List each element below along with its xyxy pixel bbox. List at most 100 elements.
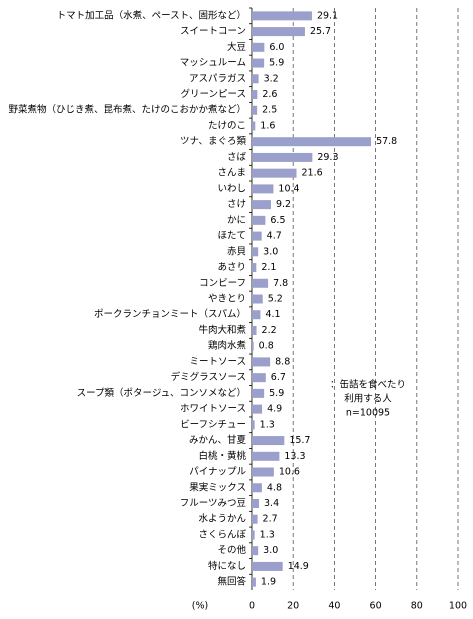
bar: [252, 105, 258, 115]
bar: [252, 200, 271, 210]
value-label: 21.6: [301, 168, 322, 179]
value-label: 2.6: [262, 89, 277, 100]
bar: [252, 436, 285, 446]
y-tick-label: スープ類（ポタージュ、コンソメなど）: [77, 387, 246, 399]
value-label: 7.8: [273, 278, 288, 289]
value-label: 4.1: [265, 309, 280, 320]
y-tick-label: 野菜煮物（ひじき煮、昆布煮、たけのこおかか煮など）: [8, 104, 246, 116]
y-tick-label: ミートソース: [189, 356, 246, 367]
value-label: 5.9: [269, 58, 284, 69]
y-tick-label: マッシュルーム: [180, 58, 246, 69]
value-label: 5.2: [268, 294, 283, 305]
value-label: 57.8: [376, 136, 397, 147]
y-tick-label: その他: [217, 544, 246, 556]
bar: [252, 121, 256, 131]
bar: [252, 263, 257, 273]
y-tick-label: やきとり: [208, 294, 246, 305]
bar: [252, 137, 372, 147]
y-tick-label: みかん、甘夏: [189, 434, 247, 446]
bar: [252, 90, 258, 100]
y-tick-label: トマト加工品（水煮、ペースト、固形など）: [57, 9, 246, 21]
bar: [252, 561, 283, 571]
bar: [252, 467, 274, 477]
value-label: 13.3: [284, 451, 305, 462]
bar: [252, 498, 260, 508]
bar: [252, 11, 312, 21]
y-tick-label: グリーンピース: [180, 88, 246, 100]
x-tick-label: 60: [370, 601, 382, 612]
annotation: n=10095: [346, 408, 390, 419]
y-tick-label: ほたて: [217, 231, 246, 242]
y-tick-label: さくらんぼ: [198, 529, 246, 540]
y-tick-label: いわし: [217, 183, 246, 194]
bar: [252, 27, 305, 37]
bar: [252, 420, 255, 430]
y-tick-label: あさり: [217, 262, 246, 273]
value-label: 14.9: [288, 561, 309, 572]
bar: [252, 530, 255, 540]
value-label: 3.4: [264, 498, 279, 509]
bar: [252, 357, 271, 367]
y-tick-label: さけ: [227, 199, 246, 210]
value-label: 6.7: [271, 372, 286, 383]
bar: [252, 404, 263, 414]
value-label: 2.2: [262, 325, 277, 336]
y-tick-label: 無回答: [217, 576, 246, 588]
y-tick-label: 特になし: [208, 560, 246, 572]
bar: [252, 168, 297, 178]
x-axis-label: (%): [192, 601, 208, 612]
bar: [252, 451, 280, 461]
value-label: 5.9: [269, 388, 284, 399]
y-tick-label: さんま: [217, 168, 246, 179]
y-tick-label: デミグラスソース: [171, 371, 246, 383]
bar: [252, 42, 265, 52]
bar: [252, 577, 256, 587]
value-label: 8.8: [275, 356, 290, 367]
value-label: 3.0: [263, 246, 278, 257]
y-tick-label: ツナ、まぐろ類: [180, 136, 247, 147]
y-tick-label: 水ようかん: [198, 513, 246, 525]
x-tick-label: 0: [249, 601, 255, 612]
value-label: 1.3: [260, 419, 275, 430]
value-label: 29.1: [317, 10, 338, 21]
bar: [252, 278, 269, 288]
bar: [252, 373, 266, 383]
value-label: 2.1: [261, 262, 276, 273]
value-label: 3.2: [264, 73, 279, 84]
bar: [252, 152, 313, 162]
y-tick-label: たけのこ: [208, 120, 246, 131]
y-tick-label: ビーフシチュー: [180, 419, 246, 430]
y-tick-label: 果実ミックス: [189, 481, 246, 493]
value-label: 10.4: [278, 183, 299, 194]
bar: [252, 388, 265, 398]
y-tick-label: かに: [227, 215, 246, 226]
bar: [252, 58, 265, 68]
bar: [252, 483, 262, 493]
value-label: 4.8: [267, 482, 282, 493]
value-label: 0.8: [259, 341, 274, 352]
value-label: 9.2: [276, 199, 291, 210]
annotation: ：缶詰を食べたり: [330, 379, 406, 391]
value-label: 6.0: [269, 42, 284, 53]
y-tick-label: 大豆: [227, 41, 246, 53]
value-label: 10.6: [279, 467, 300, 478]
x-tick-label: 20: [287, 601, 299, 612]
value-label: 1.3: [260, 529, 275, 540]
y-tick-label: フルーツみつ豆: [180, 498, 246, 509]
bar: [252, 247, 259, 257]
bar: [252, 325, 257, 335]
value-label: 25.7: [310, 26, 331, 37]
value-label: 6.5: [270, 215, 285, 226]
bar: [252, 74, 259, 84]
y-tick-label: ホワイトソース: [180, 404, 246, 415]
y-tick-label: 牛肉大和煮: [198, 324, 246, 336]
y-tick-label: コンビーフ: [199, 278, 246, 289]
value-label: 29.3: [317, 152, 338, 163]
bar: [252, 231, 262, 241]
annotation: 利用する人: [344, 393, 392, 405]
y-tick-label: 鶏肉水煮: [208, 340, 247, 352]
y-tick-label: スイートコーン: [180, 26, 246, 37]
value-label: 2.7: [263, 514, 278, 525]
value-label: 4.9: [267, 404, 282, 415]
